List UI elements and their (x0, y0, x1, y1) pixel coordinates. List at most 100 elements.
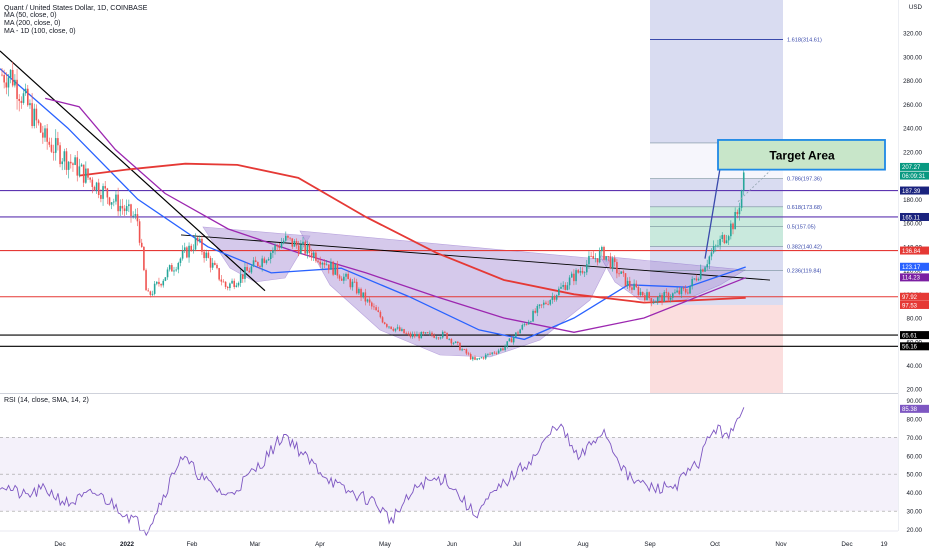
candle-body (532, 310, 534, 322)
candle-body (244, 266, 246, 279)
candle-body (715, 245, 717, 247)
candle-body (24, 88, 27, 94)
candle-body (218, 268, 220, 280)
candle-body (338, 275, 341, 279)
candle-body (207, 252, 210, 258)
fib-label: 0.382(140.42) (787, 244, 822, 250)
candle-body (285, 235, 287, 241)
candle-body (254, 260, 257, 263)
candle-body (143, 246, 145, 271)
candle-body (16, 79, 18, 99)
candle-body (136, 214, 139, 222)
countdown-badge (900, 171, 929, 180)
candle-body (42, 132, 44, 138)
candle-body (555, 295, 558, 300)
candle-body (416, 334, 418, 337)
candle-body (540, 304, 543, 306)
candle-body (377, 310, 380, 312)
candle-body (678, 290, 681, 295)
candle-body (497, 350, 500, 354)
candle-body (439, 337, 442, 339)
candle-body (188, 245, 190, 258)
candle-body (407, 333, 410, 335)
price-badge-text: 165.11 (902, 215, 921, 221)
rsi-badge-text: 85.38 (902, 407, 918, 413)
rsi-legend[interactable]: RSI (14, close, SMA, 14, 2) (4, 397, 89, 404)
level-badge (900, 342, 929, 351)
candle-body (33, 108, 36, 127)
candle-body (362, 292, 364, 298)
candles (1, 61, 745, 362)
candle-body (457, 341, 459, 343)
ma200-legend[interactable]: MA (200, close, 0) (4, 20, 61, 27)
candle-body (383, 322, 386, 325)
candle-body (113, 201, 115, 203)
time-axis-tick: Jun (447, 541, 458, 548)
candle-body (145, 270, 147, 291)
candle-body (54, 138, 57, 153)
candle-body (646, 292, 648, 301)
time-axis-tick: Feb (187, 541, 198, 548)
candle-body (560, 286, 562, 289)
candle-body (121, 205, 124, 209)
ma50-legend[interactable]: MA (50, close, 0) (4, 12, 57, 19)
time-axis-tick: May (379, 541, 392, 548)
candle-body (74, 157, 76, 165)
candle-body (734, 212, 736, 230)
candle-body (519, 329, 521, 334)
ma100-legend[interactable]: MA - 1D (100, close, 0) (4, 28, 76, 35)
candle-body (536, 305, 539, 313)
candle-body (452, 342, 455, 344)
candle-body (435, 337, 438, 339)
candle-body (177, 262, 180, 270)
time-axis-tick: Dec (54, 541, 65, 548)
rsi-axis-tick: 90.00 (907, 398, 923, 405)
candle-body (431, 332, 433, 336)
candle-body (381, 317, 384, 323)
price-axis-tick: 40.00 (907, 363, 923, 370)
candle-body (132, 215, 134, 217)
candle-body (353, 281, 356, 283)
candle-body (650, 298, 653, 304)
ma100-badge (900, 273, 929, 282)
price-badge-text: 56.16 (902, 345, 918, 351)
rsi-badge (900, 404, 929, 413)
price-badge-text: 114.23 (902, 276, 921, 282)
candle-body (22, 93, 25, 103)
candle-body (631, 287, 633, 290)
price-badge-text: 187.39 (902, 189, 921, 195)
price-badge-text: 65.61 (902, 333, 918, 339)
time-axis-tick: 2022 (120, 541, 135, 548)
candle-body (128, 204, 130, 207)
candle-body (50, 144, 53, 152)
pattern-handle (599, 255, 746, 303)
time-axis-tick: 19 (880, 541, 888, 548)
candle-body (278, 246, 281, 248)
candle-body (484, 354, 487, 359)
candle-body (508, 338, 511, 342)
candle-body (115, 194, 117, 202)
time-axis-tick: Apr (315, 541, 325, 548)
candle-body (282, 240, 285, 244)
candle-body (661, 295, 663, 302)
candle-body (117, 194, 119, 212)
candle-body (467, 353, 470, 355)
price-badge-text: 97.92 (902, 295, 918, 301)
candle-body (538, 304, 541, 306)
candle-body (472, 357, 474, 360)
candle-body (345, 273, 347, 277)
price-badge-text: 136.84 (902, 249, 921, 255)
candle-body (87, 168, 89, 178)
candle-body (704, 267, 706, 272)
candle-body (549, 299, 552, 305)
candle-body (323, 262, 326, 265)
candle-body (304, 241, 306, 254)
candle-body (622, 271, 625, 274)
candle-body (495, 353, 498, 354)
candle-body (594, 258, 597, 259)
candle-body (72, 163, 74, 165)
candle-body (1, 74, 3, 76)
candle-body (534, 310, 536, 313)
candle-body (691, 278, 693, 287)
